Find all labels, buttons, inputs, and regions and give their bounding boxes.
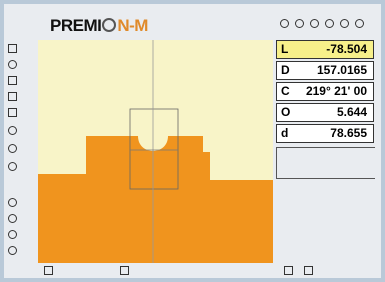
tool-button[interactable] <box>8 60 17 69</box>
tool-button[interactable] <box>304 266 313 275</box>
logo-text: N-M <box>117 16 148 35</box>
tool-button[interactable] <box>8 44 17 53</box>
tool-button[interactable] <box>284 266 293 275</box>
tool-button[interactable] <box>8 162 17 171</box>
readout-label: O <box>281 105 290 119</box>
tool-button[interactable] <box>280 19 289 28</box>
tool-button[interactable] <box>8 144 17 153</box>
readout: L -78.504 <box>276 40 374 59</box>
readout: d 78.655 <box>276 124 374 143</box>
tool-button[interactable] <box>8 198 17 207</box>
readout-value: -78.504 <box>326 42 367 56</box>
tool-button[interactable] <box>355 19 364 28</box>
logo-text: PREMI <box>50 16 101 35</box>
tool-button[interactable] <box>120 266 129 275</box>
readout-label: D <box>281 63 290 77</box>
tool-button[interactable] <box>8 76 17 85</box>
tool-button[interactable] <box>340 19 349 28</box>
readout: C 219° 21' 00 <box>276 82 374 101</box>
app-window: PREMI N-M L -78.504 D 157.0165 C 219° 21' 00 O 5… <box>0 0 385 282</box>
readout-label: L <box>281 42 288 56</box>
tool-button[interactable] <box>310 19 319 28</box>
tool-button[interactable] <box>325 19 334 28</box>
camera-view <box>38 40 273 263</box>
panel: PREMI N-M L -78.504 D 157.0165 C 219° 21' 00 O 5… <box>4 4 381 278</box>
tool-button[interactable] <box>44 266 53 275</box>
tool-button[interactable] <box>8 214 17 223</box>
readout: O 5.644 <box>276 103 374 122</box>
tool-button[interactable] <box>8 108 17 117</box>
tool-button[interactable] <box>8 92 17 101</box>
readout-label: C <box>281 84 290 98</box>
logo: PREMI N-M <box>50 16 148 36</box>
tool-button[interactable] <box>8 246 17 255</box>
tool-button[interactable] <box>8 230 17 239</box>
readout-value: 219° 21' 00 <box>306 84 367 98</box>
readout-value: 157.0165 <box>317 63 367 77</box>
readout: D 157.0165 <box>276 61 374 80</box>
tool-button[interactable] <box>8 126 17 135</box>
info-box <box>276 147 375 179</box>
tool-button[interactable] <box>295 19 304 28</box>
readout-label: d <box>281 126 288 140</box>
readout-value: 5.644 <box>337 105 367 119</box>
readout-value: 78.655 <box>330 126 367 140</box>
